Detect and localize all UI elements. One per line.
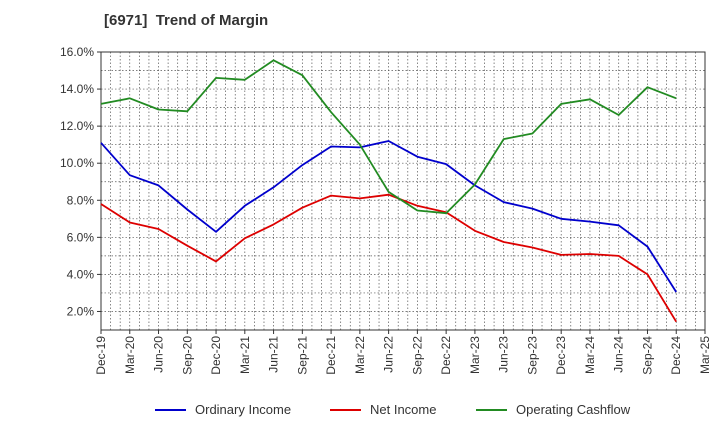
x-tick-label: Sep-22	[410, 336, 424, 375]
y-tick-label: 14.0%	[60, 82, 94, 96]
y-tick-label: 12.0%	[60, 119, 94, 133]
x-tick-label: Mar-23	[468, 336, 482, 374]
x-tick-label: Dec-20	[209, 336, 223, 375]
y-axis-ticks: 2.0% 4.0% 6.0% 8.0% 10.0% 12.0% 14.0% 16.0%	[60, 45, 101, 318]
x-tick-label: Dec-21	[324, 336, 338, 375]
series-lines	[100, 59, 677, 323]
x-tick-label: Sep-24	[640, 336, 654, 375]
y-tick-label: 10.0%	[60, 156, 94, 170]
chart-title: [6971] Trend of Margin	[104, 12, 269, 29]
legend: Ordinary Income Net Income Operating Cashf…	[155, 402, 631, 417]
x-tick-label: Jun-23	[497, 336, 511, 373]
x-tick-label: Mar-24	[583, 336, 597, 374]
x-tick-label: Sep-20	[180, 336, 194, 375]
x-tick-label: Mar-21	[238, 336, 252, 374]
legend-label: Ordinary Income	[195, 402, 291, 417]
x-tick-label: Jun-22	[382, 336, 396, 373]
y-tick-label: 4.0%	[67, 267, 95, 281]
y-tick-label: 2.0%	[67, 304, 95, 318]
x-tick-label: Dec-19	[94, 336, 108, 375]
legend-label: Net Income	[370, 402, 436, 417]
y-tick-label: 6.0%	[67, 230, 95, 244]
x-tick-label: Dec-22	[439, 336, 453, 375]
y-tick-label: 16.0%	[60, 45, 94, 59]
x-tick-label: Sep-21	[295, 336, 309, 375]
plot-frame	[100, 51, 706, 331]
x-tick-label: Mar-25	[698, 336, 712, 374]
x-tick-label: Dec-24	[669, 336, 683, 375]
x-tick-label: Mar-20	[123, 336, 137, 374]
series-line-1	[100, 140, 677, 293]
x-tick-label: Jun-21	[267, 336, 281, 373]
series-line-3	[100, 59, 677, 215]
grid	[101, 52, 705, 330]
x-tick-label: Jun-20	[152, 336, 166, 373]
y-tick-label: 8.0%	[67, 193, 95, 207]
series-line-2	[100, 193, 677, 323]
legend-label: Operating Cashflow	[516, 402, 631, 417]
x-tick-label: Dec-23	[554, 336, 568, 375]
x-tick-label: Sep-23	[525, 336, 539, 375]
x-axis-ticks: Dec-19 Mar-20 Jun-20 Sep-20 Dec-20 Mar-21 Jun-…	[94, 330, 712, 375]
x-tick-label: Jun-24	[612, 336, 626, 373]
x-tick-label: Mar-22	[353, 336, 367, 374]
